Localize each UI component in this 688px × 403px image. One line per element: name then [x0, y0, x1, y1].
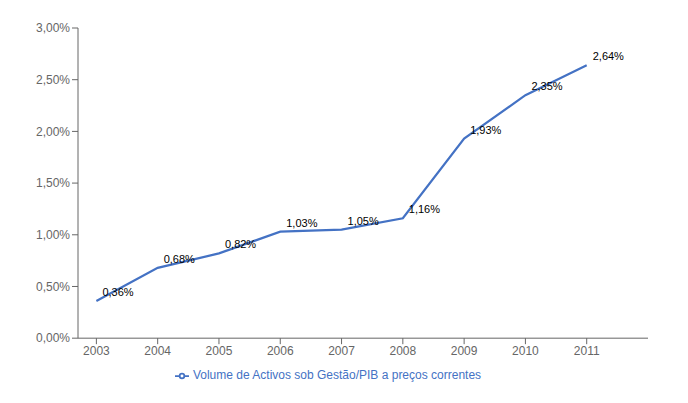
- svg-text:2010: 2010: [512, 344, 539, 358]
- svg-text:1,00%: 1,00%: [36, 228, 70, 242]
- svg-text:1,03%: 1,03%: [286, 217, 317, 229]
- svg-text:2005: 2005: [206, 344, 233, 358]
- svg-text:0,36%: 0,36%: [102, 286, 133, 298]
- svg-text:2,35%: 2,35%: [531, 80, 562, 92]
- svg-text:2003: 2003: [83, 344, 110, 358]
- svg-text:0,68%: 0,68%: [164, 253, 195, 265]
- svg-text:2,64%: 2,64%: [593, 50, 624, 62]
- svg-text:2007: 2007: [328, 344, 355, 358]
- svg-text:1,50%: 1,50%: [36, 176, 70, 190]
- svg-text:2,00%: 2,00%: [36, 125, 70, 139]
- svg-text:0,50%: 0,50%: [36, 280, 70, 294]
- svg-text:1,93%: 1,93%: [470, 124, 501, 136]
- svg-text:2008: 2008: [389, 344, 416, 358]
- html-text:Volume de Activos sob Gestão/P: Volume de Activos sob Gestão/PIB a preço…: [192, 368, 482, 383]
- svg-text:1,05%: 1,05%: [348, 215, 379, 227]
- svg-text:2,50%: 2,50%: [36, 73, 70, 87]
- svg-text:1,16%: 1,16%: [409, 203, 440, 215]
- svg-text:2011: 2011: [574, 344, 600, 358]
- svg-text:2004: 2004: [144, 344, 171, 358]
- svg-text:2006: 2006: [267, 344, 294, 358]
- svg-text:2009: 2009: [451, 344, 478, 358]
- svg-text:3,00%: 3,00%: [36, 21, 70, 35]
- svg-text:0,00%: 0,00%: [36, 331, 70, 345]
- svg-text:0,82%: 0,82%: [225, 238, 256, 250]
